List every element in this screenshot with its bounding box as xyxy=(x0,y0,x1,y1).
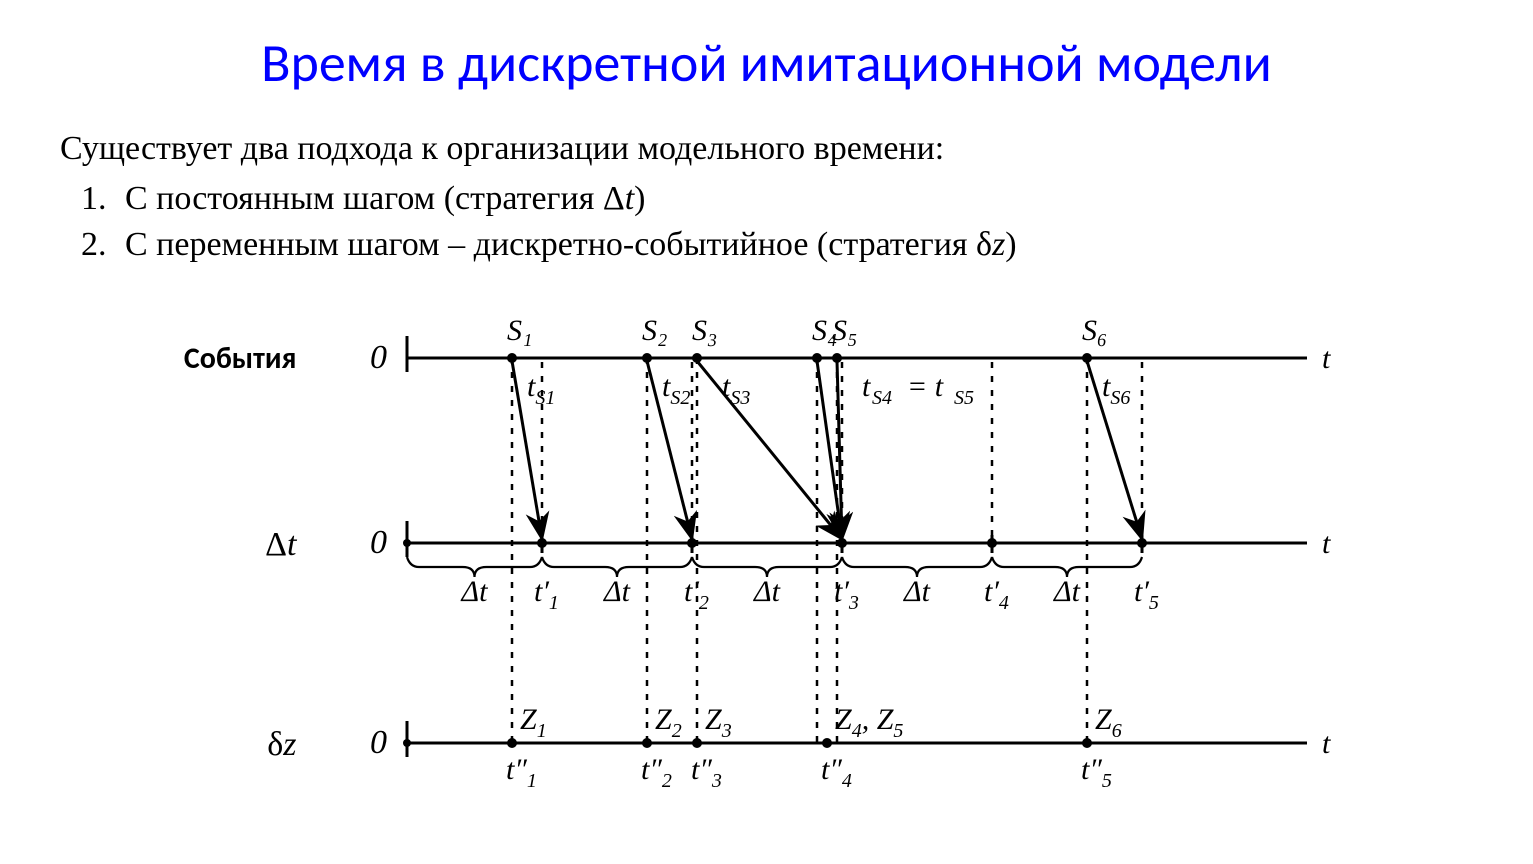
svg-text:0: 0 xyxy=(370,339,387,376)
svg-text:S₁: S₁ xyxy=(507,314,532,347)
svg-text:tS2: tS2 xyxy=(662,370,690,409)
diagram: События Δt δz 0t0t0tS₁S₂S₃S₄S₅S₆tS1tS2tS… xyxy=(137,298,1397,818)
svg-text:Z6: Z6 xyxy=(1095,703,1122,742)
svg-text:t″3: t″3 xyxy=(691,753,722,792)
svg-text:= t: = t xyxy=(907,370,944,403)
svg-text:t′5: t′5 xyxy=(1134,575,1159,614)
svg-text:Z4, Z5: Z4, Z5 xyxy=(835,703,903,742)
svg-text:tS3: tS3 xyxy=(722,370,750,409)
slide-title: Время в дискретной имитационной модели xyxy=(60,30,1473,96)
svg-text:S₅: S₅ xyxy=(832,314,857,347)
svg-text:t′4: t′4 xyxy=(984,575,1009,614)
svg-text:t″1: t″1 xyxy=(506,753,537,792)
svg-text:t: t xyxy=(1322,527,1331,560)
svg-text:t″2: t″2 xyxy=(641,753,672,792)
diagram-svg: 0t0t0tS₁S₂S₃S₄S₅S₆tS1tS2tS3tS4= tS5tS6Δt… xyxy=(137,298,1397,818)
svg-text:S5: S5 xyxy=(954,387,974,409)
svg-text:Δt: Δt xyxy=(903,575,931,608)
svg-text:t: t xyxy=(1322,342,1331,375)
svg-text:t″4: t″4 xyxy=(821,753,852,792)
intro-item-1c: ) xyxy=(634,180,645,217)
svg-text:tS6: tS6 xyxy=(1102,370,1130,409)
svg-text:t: t xyxy=(862,370,871,403)
svg-text:t″5: t″5 xyxy=(1081,753,1112,792)
svg-text:t: t xyxy=(1322,727,1331,760)
svg-text:t′3: t′3 xyxy=(834,575,859,614)
svg-text:S4: S4 xyxy=(872,387,892,409)
intro-item-1: С постоянным шагом (стратегия Δt) xyxy=(115,176,1473,222)
intro-block: Существует два подхода к организации мод… xyxy=(60,126,1473,268)
svg-text:Δt: Δt xyxy=(753,575,781,608)
intro-item-2a: С переменным шагом – дискретно-событийно… xyxy=(125,226,992,263)
svg-text:S₆: S₆ xyxy=(1082,314,1107,347)
intro-item-2c: ) xyxy=(1005,226,1016,263)
svg-text:Z3: Z3 xyxy=(705,703,732,742)
svg-text:0: 0 xyxy=(370,524,387,561)
svg-text:Z1: Z1 xyxy=(520,703,547,742)
intro-item-1b: t xyxy=(625,180,634,217)
svg-text:Δt: Δt xyxy=(460,575,488,608)
intro-item-1a: С постоянным шагом (стратегия Δ xyxy=(125,180,625,217)
svg-text:S₃: S₃ xyxy=(692,314,717,347)
svg-text:t′1: t′1 xyxy=(534,575,559,614)
svg-text:Δt: Δt xyxy=(1053,575,1081,608)
intro-item-2b: z xyxy=(992,226,1005,263)
svg-text:Δt: Δt xyxy=(603,575,631,608)
svg-text:0: 0 xyxy=(370,724,387,761)
svg-text:t′2: t′2 xyxy=(684,575,709,614)
svg-text:tS1: tS1 xyxy=(527,370,555,409)
svg-text:S₂: S₂ xyxy=(642,314,667,347)
intro-lead: Существует два подхода к организации мод… xyxy=(60,126,1473,172)
svg-text:Z2: Z2 xyxy=(655,703,682,742)
intro-item-2: С переменным шагом – дискретно-событийно… xyxy=(115,222,1473,268)
